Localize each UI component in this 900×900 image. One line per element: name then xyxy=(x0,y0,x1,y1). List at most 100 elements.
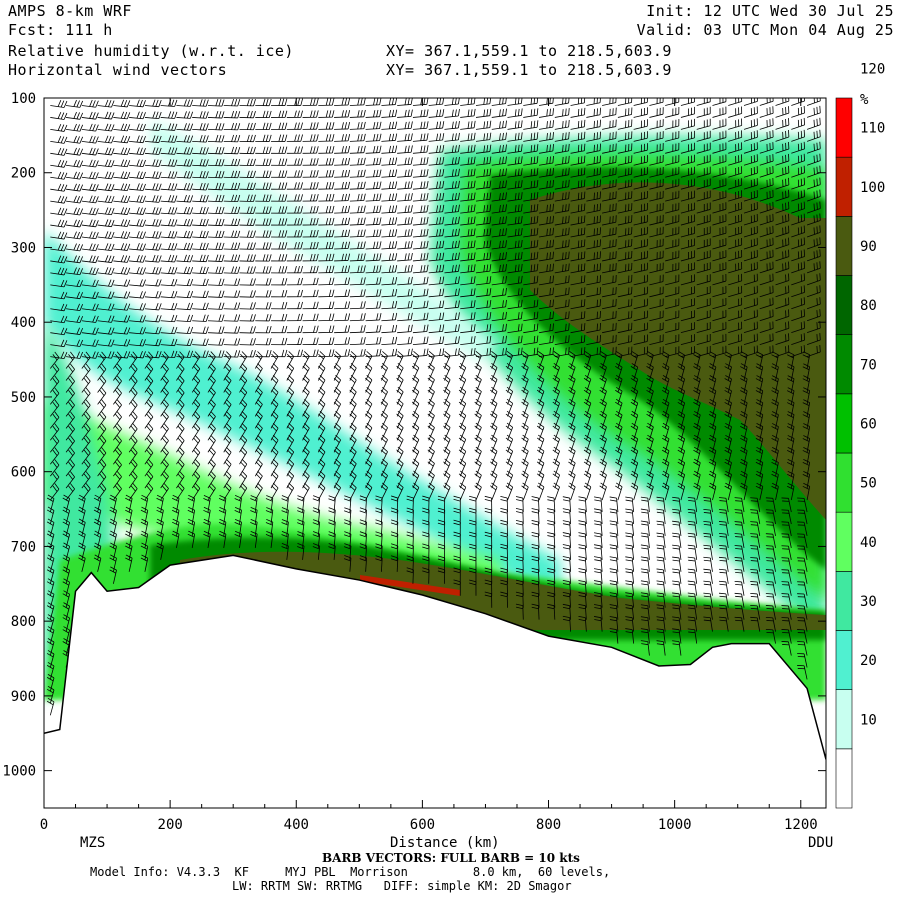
wind-barb xyxy=(97,135,115,144)
wind-barb xyxy=(129,266,146,275)
wind-barb-staff xyxy=(97,188,112,192)
wind-barb-feather xyxy=(78,557,85,562)
wind-barb xyxy=(66,207,84,216)
wind-barb-staff xyxy=(113,284,128,287)
wind-barb xyxy=(113,351,122,369)
wind-barb-staff xyxy=(112,570,117,584)
wind-barb xyxy=(50,327,68,336)
wind-barb-staff xyxy=(113,176,128,180)
wind-barb-feather xyxy=(73,267,77,275)
wind-barb-feather xyxy=(105,255,109,262)
wind-barb-staff xyxy=(81,260,96,264)
wind-barb-staff xyxy=(81,176,96,180)
wind-barb-feather xyxy=(126,136,131,143)
wind-barb-feather xyxy=(76,148,80,155)
wind-barb xyxy=(97,387,107,405)
wind-barb-feather xyxy=(105,135,109,143)
wind-barb-feather xyxy=(89,183,93,191)
wind-barb xyxy=(46,602,55,620)
wind-barb-feather xyxy=(105,207,109,215)
wind-barb-staff xyxy=(66,164,80,168)
wind-barb-feather xyxy=(68,378,74,385)
wind-barb-feather xyxy=(139,255,143,263)
wind-barb-feather xyxy=(52,354,58,361)
wind-barb-feather xyxy=(63,530,70,535)
wind-barb-staff xyxy=(97,498,102,513)
wind-barb-staff xyxy=(49,498,55,513)
wind-barb-staff xyxy=(49,570,55,584)
wind-barb xyxy=(66,303,84,312)
wind-barb-feather xyxy=(130,365,136,372)
wind-barb-feather xyxy=(79,351,84,359)
wind-barb xyxy=(97,243,115,251)
wind-barb-feather xyxy=(139,111,143,119)
wind-barb-staff xyxy=(223,152,238,155)
wind-barb-feather xyxy=(63,542,70,547)
forecast-hour: Fcst: 111 h xyxy=(8,21,113,39)
wind-barb xyxy=(144,99,162,108)
wind-barb xyxy=(113,255,131,263)
wind-barb-feather xyxy=(47,554,55,559)
wind-barb xyxy=(97,183,115,192)
wind-barb-feather xyxy=(62,521,70,526)
wind-barb-feather xyxy=(92,183,96,191)
wind-barb-staff xyxy=(128,464,138,477)
wind-barb-feather xyxy=(125,506,133,511)
wind-barb xyxy=(46,685,55,704)
wind-barb-feather xyxy=(123,243,128,251)
wind-barb-staff xyxy=(49,441,60,453)
wind-barb-feather xyxy=(63,590,70,595)
wind-barb-staff xyxy=(129,236,144,239)
wind-barb-feather xyxy=(78,533,85,538)
wind-barb-feather xyxy=(46,581,54,586)
wind-barb-staff xyxy=(65,570,71,584)
wind-barb-staff xyxy=(81,248,96,252)
wind-barb xyxy=(50,100,68,108)
wind-barb-feather xyxy=(76,196,80,203)
wind-barb-feather xyxy=(76,279,80,287)
wind-barb-feather xyxy=(105,183,109,191)
wind-barb xyxy=(81,279,99,287)
wind-barb xyxy=(144,159,162,167)
wind-barb xyxy=(113,99,131,108)
wind-barb-feather xyxy=(120,159,125,167)
wind-barb-staff xyxy=(49,522,55,537)
wind-barb-feather xyxy=(46,569,54,574)
wind-barb xyxy=(78,542,86,560)
wind-barb xyxy=(113,183,131,192)
wind-barb xyxy=(97,351,115,359)
wind-barb-feather xyxy=(46,700,54,706)
wind-barb-feather xyxy=(125,554,133,559)
wind-barb-staff xyxy=(65,417,75,429)
wind-barb-feather xyxy=(47,697,55,703)
wind-barb-feather xyxy=(110,518,117,523)
wind-barb-staff xyxy=(50,128,65,132)
wind-barb-feather xyxy=(76,303,80,311)
wind-barb-feather xyxy=(108,267,112,275)
wind-barb-staff xyxy=(97,260,112,263)
wind-barb xyxy=(66,279,84,288)
wind-barb-feather xyxy=(63,124,68,132)
wind-barb-feather xyxy=(136,111,140,119)
wind-barb-feather xyxy=(54,363,60,370)
valid-time: Valid: 03 UTC Mon 04 Aug 25 xyxy=(636,21,894,39)
wind-barb-feather xyxy=(108,339,112,347)
wind-barb-staff xyxy=(113,296,128,299)
wind-barb xyxy=(97,267,115,275)
wind-barb xyxy=(81,111,99,120)
wind-barb-feather xyxy=(52,473,58,480)
wind-barb-feather xyxy=(79,196,84,204)
wind-barb-feather xyxy=(126,267,131,275)
wind-barb-feather xyxy=(108,207,112,215)
wind-barb-feather xyxy=(54,387,60,394)
wind-barb xyxy=(113,303,131,311)
wind-barb-staff xyxy=(65,594,71,608)
wind-barb-feather xyxy=(108,303,112,311)
wind-barb-staff xyxy=(113,224,128,227)
wind-barb-feather xyxy=(123,255,128,263)
wind-barb-feather xyxy=(136,147,140,155)
wind-barb-staff xyxy=(65,476,75,489)
wind-barb-feather xyxy=(136,159,140,167)
wind-barb-feather xyxy=(46,653,54,658)
wind-barb-feather xyxy=(52,378,58,385)
